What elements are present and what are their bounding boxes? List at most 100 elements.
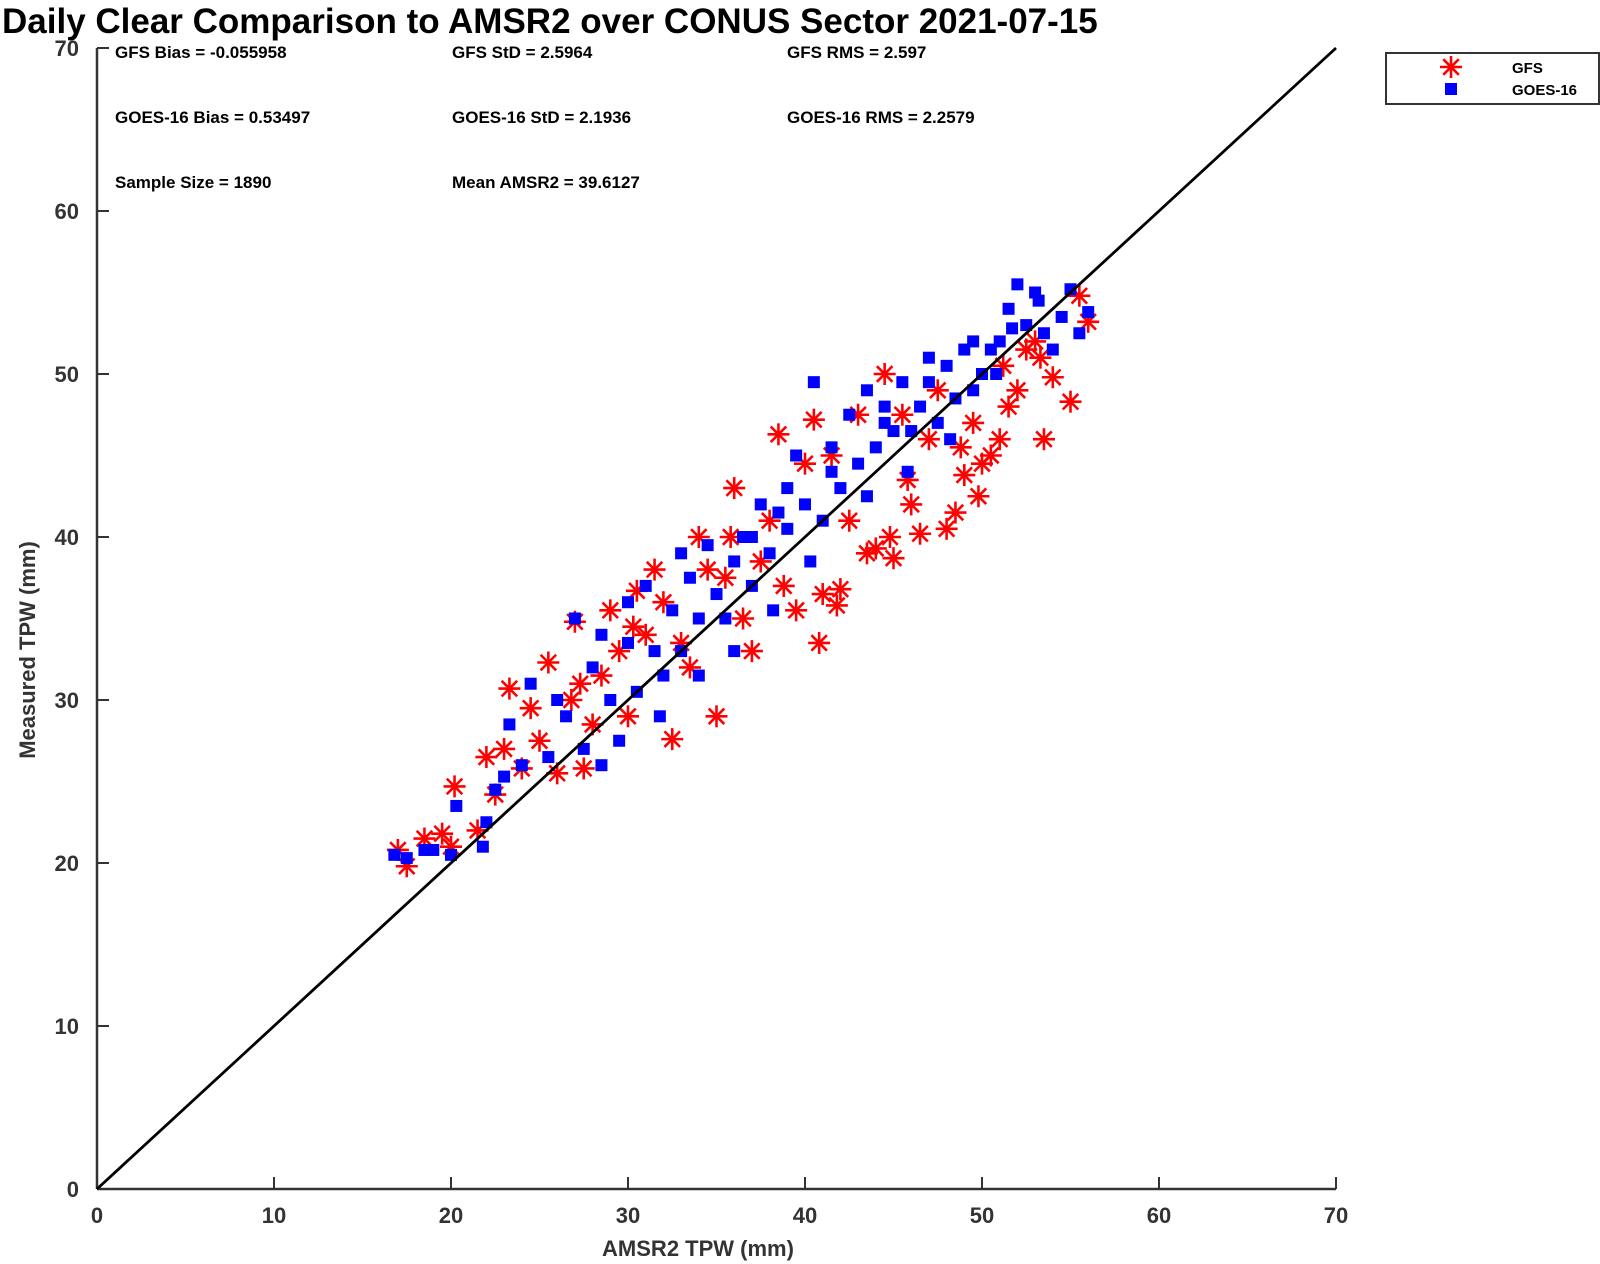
gfs-point — [891, 403, 914, 426]
goes16-point — [967, 335, 980, 348]
goes16-point — [944, 433, 957, 446]
goes16-point — [503, 718, 516, 731]
gfs-point — [829, 578, 852, 601]
goes16-point — [901, 465, 914, 478]
goes16-point — [476, 840, 489, 853]
gfs-point — [705, 705, 728, 728]
goes16-point — [1037, 327, 1050, 340]
goes16-point — [767, 604, 780, 617]
goes16-point — [1006, 322, 1019, 335]
gfs-point — [661, 728, 684, 751]
one-to-one-line — [96, 46, 1337, 1191]
goes16-point — [931, 416, 944, 429]
gfs-point — [979, 444, 1002, 467]
gfs-point — [838, 509, 861, 532]
y-axis-label: Measured TPW (mm) — [15, 541, 40, 759]
chart-title: Daily Clear Comparison to AMSR2 over CON… — [2, 2, 1098, 41]
gfs-point — [802, 408, 825, 431]
x-axis-label: AMSR2 TPW (mm) — [602, 1236, 794, 1261]
gfs-point — [475, 746, 498, 769]
goes16-point — [1011, 278, 1024, 291]
legend: GFS GOES-16 — [1385, 52, 1600, 105]
gfs-point — [997, 395, 1020, 418]
gfs-point — [498, 677, 521, 700]
stat-goes-std: GOES-16 StD = 2.1936 — [452, 108, 631, 127]
goes16-point — [657, 669, 670, 682]
gfs-point — [528, 729, 551, 752]
goes16-point — [675, 547, 688, 560]
gfs-point — [634, 623, 657, 646]
goes16-point — [990, 368, 1003, 380]
gfs-point — [1041, 366, 1064, 389]
goes16-point — [388, 848, 401, 861]
goes16-point — [905, 425, 918, 438]
goes16-point — [450, 799, 463, 812]
gfs-point — [785, 599, 808, 622]
gfs-point — [678, 656, 701, 679]
goes16-point — [701, 539, 714, 552]
gfs-point — [772, 574, 795, 597]
goes16-point — [648, 645, 661, 658]
gfs-point — [1015, 338, 1038, 361]
goes16-point — [622, 596, 634, 609]
y-tick-label: 30 — [55, 688, 79, 713]
goes16-point — [400, 852, 413, 865]
goes16-point — [542, 751, 555, 764]
goes16-point — [568, 612, 581, 625]
goes16-point — [804, 555, 817, 568]
gfs-point — [855, 542, 878, 565]
goes16-point — [878, 400, 891, 413]
gfs-point — [962, 411, 985, 434]
gfs-point — [1059, 390, 1082, 413]
y-tick-label: 40 — [55, 525, 79, 550]
goes16-point — [666, 604, 679, 617]
legend-goes-marker — [1445, 83, 1457, 95]
goes16-point — [754, 498, 767, 511]
gfs-point — [519, 697, 542, 720]
gfs-point — [431, 822, 454, 845]
gfs-point — [811, 583, 834, 606]
gfs-point — [909, 522, 932, 545]
x-tick-label: 50 — [970, 1203, 994, 1228]
gfs-point — [537, 651, 560, 674]
goes16-point — [604, 694, 617, 706]
gfs-point — [825, 594, 848, 617]
goes16-point — [799, 498, 811, 511]
gfs-point — [767, 423, 790, 446]
stat-gfs-std: GFS StD = 2.5964 — [452, 43, 593, 62]
goes16-point — [613, 734, 626, 747]
gfs-point — [572, 757, 595, 780]
goes16-point — [551, 694, 564, 706]
gfs-point — [878, 526, 901, 548]
goes16-point — [595, 759, 608, 772]
goes16-point — [772, 506, 785, 519]
stat-sample-size: Sample Size = 1890 — [115, 173, 271, 192]
goes16-point — [524, 677, 537, 690]
gfs-point — [493, 737, 516, 760]
gfs-point — [935, 517, 958, 540]
goes16-point — [843, 408, 856, 421]
goes16-point — [790, 449, 803, 462]
gfs-point — [1006, 379, 1029, 402]
goes16-point — [498, 770, 511, 783]
stat-mean-amsr2: Mean AMSR2 = 39.6127 — [452, 173, 640, 192]
goes16-point — [869, 441, 882, 454]
goes16-point — [728, 645, 741, 658]
goes16-point — [515, 759, 528, 772]
data-marks — [386, 278, 1100, 878]
goes16-point — [595, 628, 608, 641]
goes16-point — [692, 612, 705, 625]
goes16-point — [1055, 310, 1068, 323]
goes16-point — [683, 571, 696, 584]
gfs-point — [617, 705, 639, 728]
goes16-point — [1064, 283, 1077, 296]
goes16-point — [852, 457, 865, 470]
gfs-point — [808, 631, 831, 654]
gfs-point — [643, 558, 666, 581]
goes16-point — [993, 335, 1006, 348]
goes16-point — [834, 482, 847, 495]
goes16-point — [922, 376, 935, 389]
gfs-point — [723, 477, 746, 500]
gfs-point — [1032, 428, 1055, 451]
gfs-point — [413, 827, 436, 850]
